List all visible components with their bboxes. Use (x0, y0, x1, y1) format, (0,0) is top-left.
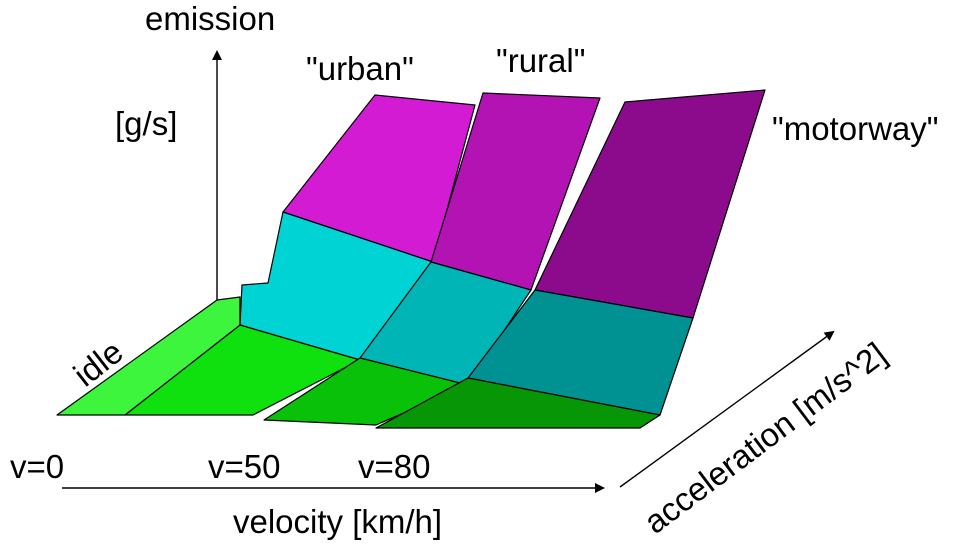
emission-axis-title: emission (145, 0, 275, 37)
velocity-mark-50: v=50 (208, 448, 280, 485)
region-label-urban: "urban" (306, 50, 414, 87)
rural-base-surface (263, 357, 469, 426)
region-label-rural: "rural" (496, 42, 585, 79)
region-label-motorway: "motorway" (772, 110, 938, 147)
acceleration-axis (619, 330, 835, 488)
velocity-mark-80: v=80 (358, 448, 430, 485)
velocity-axis-title: velocity [km/h] (233, 503, 442, 540)
emission-axis-unit: [g/s] (115, 105, 177, 142)
idle-surface (56, 296, 241, 416)
motorway-base-surface (375, 377, 661, 429)
velocity-mark-0: v=0 (10, 448, 64, 485)
